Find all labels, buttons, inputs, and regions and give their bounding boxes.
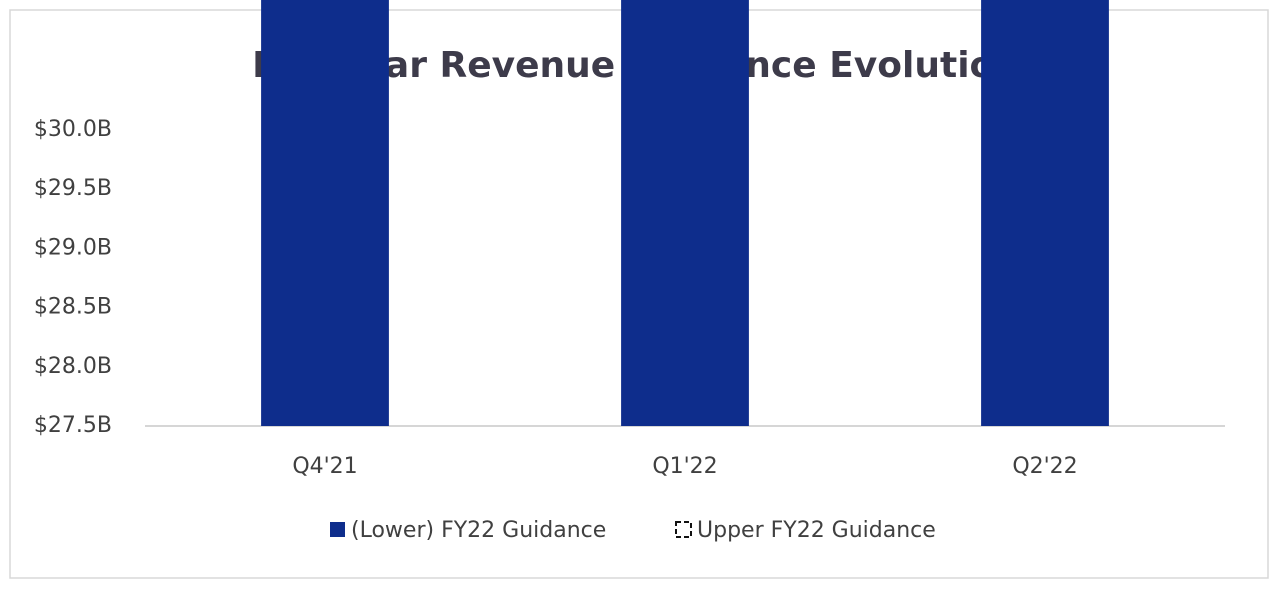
x-tick-label: Q4'21 [292, 454, 357, 479]
bar [621, 0, 749, 426]
y-tick-label: $30.0B [34, 117, 112, 142]
y-tick-label: $27.5B [34, 413, 112, 438]
bar [981, 0, 1109, 426]
y-tick-label: $29.5B [34, 176, 112, 201]
x-tick-label: Q2'22 [1012, 454, 1077, 479]
legend-swatch [330, 522, 345, 537]
bar [261, 0, 389, 426]
legend-label: Upper FY22 Guidance [697, 518, 936, 543]
y-tick-label: $29.0B [34, 235, 112, 260]
x-tick-label: Q1'22 [652, 454, 717, 479]
legend-swatch [675, 521, 692, 538]
y-tick-label: $28.0B [34, 354, 112, 379]
legend-label: (Lower) FY22 Guidance [351, 518, 606, 543]
y-tick-label: $28.5B [34, 295, 112, 320]
